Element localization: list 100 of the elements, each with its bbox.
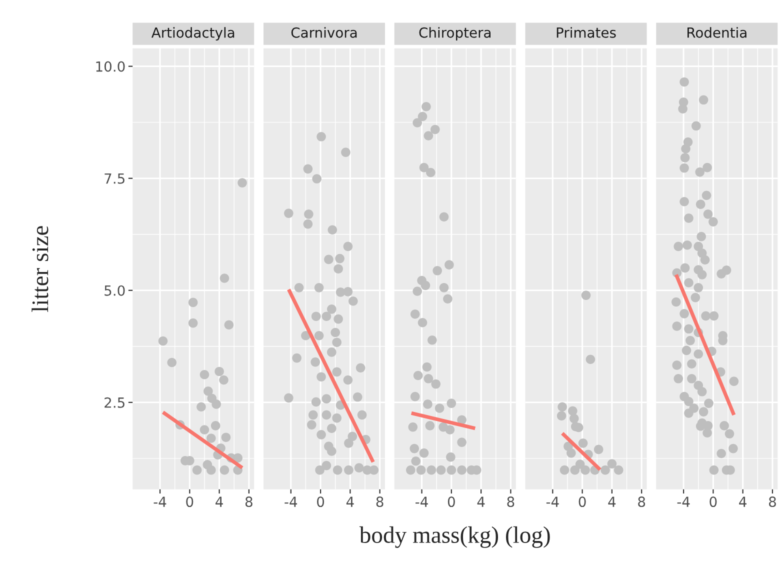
point [330, 328, 340, 338]
point [332, 338, 342, 348]
point [410, 392, 420, 402]
x-tick-label: 0 [317, 496, 324, 508]
point [326, 304, 336, 314]
point [316, 430, 326, 440]
point [416, 465, 426, 475]
point [457, 438, 466, 447]
point [219, 375, 228, 385]
point [221, 432, 231, 442]
point [344, 438, 354, 448]
x-tick-label: 4 [477, 496, 485, 507]
point [196, 402, 206, 412]
point [206, 434, 216, 443]
point [341, 148, 350, 157]
point [369, 465, 379, 475]
point [586, 354, 596, 364]
x-tick-label: 0 [186, 496, 194, 508]
point [304, 210, 314, 219]
point [430, 124, 440, 134]
point [192, 465, 202, 475]
point [422, 362, 432, 372]
point [412, 118, 422, 128]
point [316, 132, 326, 142]
point [310, 357, 320, 367]
point [418, 112, 428, 122]
point [426, 168, 436, 178]
point [200, 425, 210, 434]
point [566, 448, 576, 458]
point [434, 404, 444, 413]
point [406, 465, 416, 475]
point [413, 370, 423, 380]
point [614, 465, 624, 475]
point [426, 465, 436, 475]
chart-title: Artiodactyla [151, 27, 234, 41]
point [328, 225, 338, 235]
point [322, 312, 332, 322]
point [292, 353, 302, 363]
point [220, 274, 230, 283]
point [411, 456, 421, 466]
point [580, 465, 590, 475]
point [425, 421, 435, 430]
point [294, 283, 304, 292]
point [326, 348, 336, 357]
point [324, 254, 334, 264]
point [607, 459, 617, 468]
point [348, 296, 358, 306]
point [306, 420, 316, 430]
point [410, 309, 420, 319]
point [423, 400, 432, 409]
point [334, 314, 343, 324]
point [322, 394, 332, 404]
point [410, 444, 420, 454]
point [233, 453, 242, 463]
point [158, 336, 168, 346]
point [348, 432, 358, 442]
y-tick-label: 5.0 [104, 285, 125, 296]
point [220, 465, 230, 475]
point [204, 386, 213, 396]
point [202, 460, 212, 470]
point [316, 372, 326, 382]
point [343, 242, 353, 252]
x-tick-label: 8 [768, 496, 776, 508]
point [308, 410, 318, 420]
point [315, 465, 324, 475]
point [439, 283, 449, 292]
point [436, 465, 446, 475]
x-tick-label: 4 [739, 496, 746, 507]
point [332, 465, 342, 475]
point [419, 448, 429, 458]
point [303, 219, 313, 229]
x-tick-label: 8 [245, 496, 252, 508]
point [581, 290, 591, 300]
point [356, 363, 366, 373]
point [334, 264, 343, 274]
point [212, 400, 221, 409]
x-tick-label: -4 [677, 496, 690, 507]
x-tick-label: 8 [507, 496, 514, 508]
y-tick-label: 2.5 [104, 397, 124, 408]
point [420, 280, 430, 290]
x-tick-label: 4 [216, 496, 223, 507]
point [446, 398, 456, 408]
chart-title: Rodentia [688, 27, 746, 38]
point [303, 164, 313, 174]
chart-title: Chiroptera [419, 27, 491, 41]
point [444, 260, 454, 270]
point [326, 446, 336, 456]
y-axis-title: litter size [32, 226, 48, 312]
point [422, 102, 431, 112]
point [424, 131, 434, 140]
point [428, 335, 437, 345]
x-tick-label: -4 [416, 496, 428, 507]
y-tick-label: 10.0 [96, 61, 125, 72]
point [224, 320, 234, 330]
point [284, 208, 294, 218]
x-tick-label: -4 [284, 496, 298, 507]
point [556, 411, 566, 421]
point [188, 318, 198, 328]
point [412, 286, 422, 296]
x-tick-label: 4 [346, 496, 354, 507]
